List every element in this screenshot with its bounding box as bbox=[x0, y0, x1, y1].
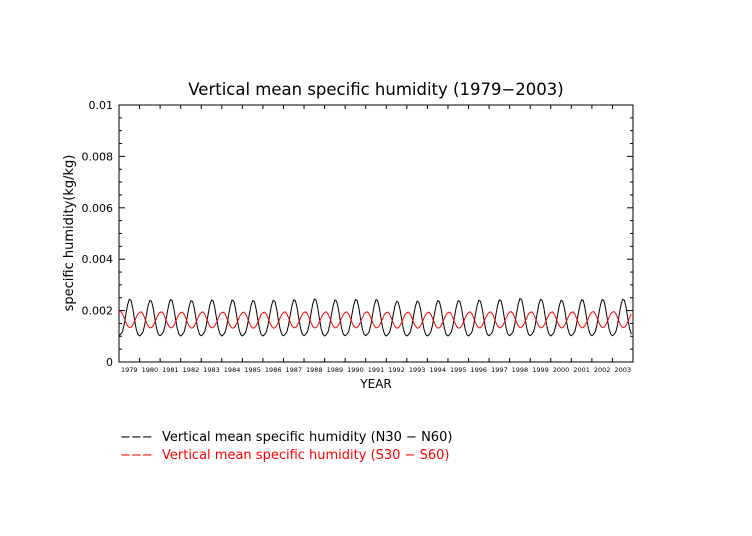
y-tick-label: 0.004 bbox=[82, 253, 114, 266]
y-tick-label: 0.008 bbox=[82, 150, 114, 163]
x-tick-label: 1998 bbox=[512, 366, 529, 374]
x-tick-label: 1988 bbox=[306, 366, 323, 374]
x-tick-label: 1989 bbox=[327, 366, 344, 374]
x-tick-label: 1997 bbox=[491, 366, 508, 374]
legend-marker-south: −−− bbox=[120, 448, 153, 463]
legend-marker-north: −−− bbox=[120, 430, 153, 445]
y-tick-label: 0.01 bbox=[89, 99, 114, 112]
x-tick-label: 1992 bbox=[388, 366, 405, 374]
legend-label-south: Vertical mean specific humidity (S30 − S… bbox=[162, 448, 449, 463]
x-axis-label: YEAR bbox=[359, 377, 391, 391]
x-tick-label: 1987 bbox=[285, 366, 302, 374]
y-axis-label: specific humidity(kg/kg) bbox=[62, 155, 77, 312]
series-layer bbox=[118, 298, 632, 337]
x-tick-label: 1981 bbox=[162, 366, 179, 374]
x-tick-label: 1999 bbox=[532, 366, 549, 374]
x-tick-label: 1994 bbox=[429, 366, 446, 374]
x-tick-label: 1979 bbox=[121, 366, 138, 374]
x-tick-label: 1982 bbox=[183, 366, 200, 374]
x-tick-label: 1980 bbox=[142, 366, 159, 374]
chart-title: Vertical mean specific humidity (1979−20… bbox=[188, 80, 563, 99]
x-tick-label: 1984 bbox=[224, 366, 241, 374]
x-tick-label: 1996 bbox=[471, 366, 488, 374]
legend: −−− Vertical mean specific humidity (N30… bbox=[120, 430, 452, 463]
x-tick-label: 2000 bbox=[553, 366, 570, 374]
x-axis: 1979 1980 1981 1982 1983 1984 1985 1986 1987 1988… bbox=[118, 105, 634, 374]
x-tick-label: 1995 bbox=[450, 366, 467, 374]
x-tick-label: 2003 bbox=[614, 366, 631, 374]
series-line-north bbox=[118, 298, 632, 337]
y-tick-label: 0.006 bbox=[82, 202, 114, 215]
x-tick-label: 2002 bbox=[594, 366, 611, 374]
x-tick-label: 1985 bbox=[244, 366, 261, 374]
legend-label-north: Vertical mean specific humidity (N30 − N… bbox=[162, 430, 452, 445]
x-tick-label: 1991 bbox=[368, 366, 385, 374]
x-tick-label: 1983 bbox=[203, 366, 220, 374]
y-tick-label: 0 bbox=[106, 356, 113, 369]
y-tick-label: 0.002 bbox=[82, 305, 114, 318]
x-tick-label: 1986 bbox=[265, 366, 282, 374]
y-axis: 0 0.002 0.004 0.006 0.008 0.01 bbox=[82, 99, 633, 369]
x-tick-label: 1993 bbox=[409, 366, 426, 374]
x-tick-label: 1990 bbox=[347, 366, 364, 374]
x-tick-label: 2001 bbox=[573, 366, 590, 374]
series-line-south bbox=[118, 311, 632, 329]
